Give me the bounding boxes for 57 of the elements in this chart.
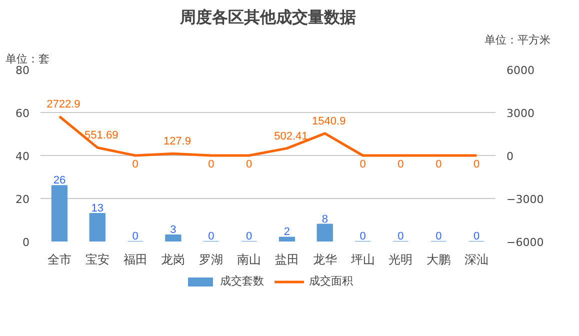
data-label: 0 <box>473 230 480 242</box>
x-tick-label: 福田 <box>123 252 148 266</box>
data-label: 0 <box>436 230 442 242</box>
legend-label: 成交套数 <box>220 274 264 288</box>
x-tick-label: 宝安 <box>85 252 110 266</box>
data-label: 502.41 <box>274 130 308 142</box>
x-tick-label: 光明 <box>388 252 413 266</box>
y-tick-label: 80 <box>16 64 30 77</box>
x-tick-label: 大鹏 <box>426 252 451 266</box>
x-tick-label: 罗湖 <box>199 252 224 266</box>
data-label: 0 <box>132 230 138 242</box>
legend-label: 成交面积 <box>309 274 353 288</box>
y2-tick-label: −6000 <box>506 236 544 249</box>
y2-tick-label: 0 <box>506 150 514 163</box>
data-label: 127.9 <box>163 136 191 148</box>
data-label: 3 <box>170 224 176 236</box>
bar <box>316 224 333 242</box>
x-tick-label: 深汕 <box>464 252 489 266</box>
x-tick-label: 南山 <box>237 252 262 266</box>
bar <box>51 185 68 242</box>
data-label: 551.69 <box>84 130 118 142</box>
data-label: 0 <box>360 158 366 170</box>
data-label: 0 <box>436 158 442 170</box>
data-label: 1540.9 <box>312 115 346 128</box>
data-label: 0 <box>398 230 404 242</box>
data-label: 0 <box>208 158 214 170</box>
y2-tick-label: 3000 <box>506 107 534 120</box>
y-tick-label: 0 <box>22 236 30 249</box>
y2-tick-label: −3000 <box>506 193 544 206</box>
text: 单位：平方米 <box>484 34 550 46</box>
y2-tick-label: 6000 <box>506 64 534 77</box>
data-label: 0 <box>208 230 214 242</box>
x-tick-label: 坪山 <box>350 252 375 266</box>
bar <box>278 236 296 242</box>
data-label: 0 <box>246 158 252 170</box>
x-tick-label: 龙华 <box>312 252 337 266</box>
data-label: 2 <box>284 226 290 238</box>
data-label: 8 <box>322 213 328 226</box>
data-label: 0 <box>246 230 252 242</box>
data-label: 2722.9 <box>46 98 80 110</box>
data-label: 0 <box>360 230 366 242</box>
x-tick-label: 全市 <box>47 252 72 266</box>
bar <box>89 213 106 242</box>
data-label: 13 <box>91 202 104 215</box>
data-label: 26 <box>53 174 66 187</box>
text: 单位：套 <box>6 52 50 66</box>
y-tick-label: 20 <box>16 193 30 206</box>
chart-title: 周度各区其他成交量数据 <box>179 8 356 26</box>
y-tick-label: 60 <box>16 107 30 120</box>
x-tick-label: 盐田 <box>274 252 299 266</box>
data-label: 0 <box>132 158 138 170</box>
data-label: 0 <box>398 158 404 170</box>
bar <box>165 234 182 242</box>
x-tick-label: 龙岗 <box>161 252 186 266</box>
y-tick-label: 40 <box>16 150 30 163</box>
data-label: 0 <box>473 158 480 170</box>
line-series <box>58 115 478 157</box>
